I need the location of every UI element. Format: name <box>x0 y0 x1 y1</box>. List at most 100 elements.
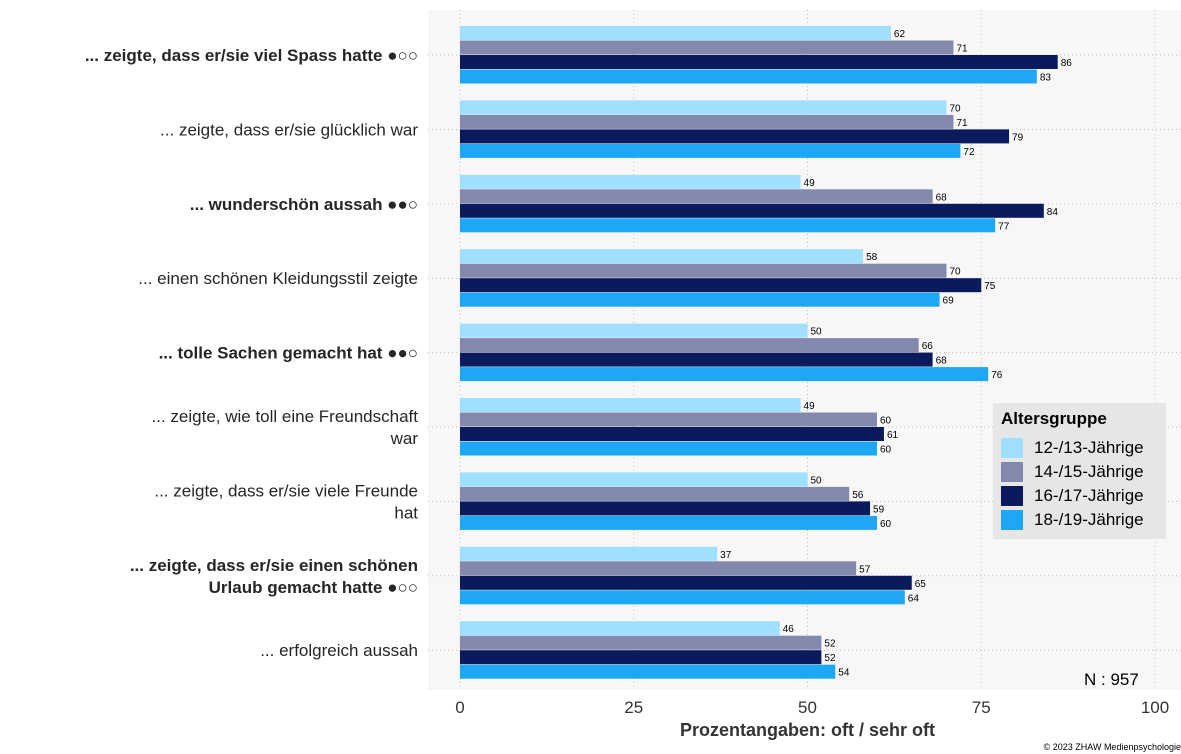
legend-swatch-16-17 <box>1001 486 1023 506</box>
x-tick-label-0: 0 <box>455 698 464 717</box>
bar-1-2 <box>460 129 1010 144</box>
legend-title: Altersgruppe <box>1001 409 1107 428</box>
legend-label-12-13: 12-/13-Jährige <box>1034 438 1144 457</box>
bar-6-3 <box>460 515 877 530</box>
data-label-1-0: 70 <box>950 103 962 114</box>
x-tick-label-100: 100 <box>1141 698 1169 717</box>
data-label-3-1: 70 <box>950 267 962 278</box>
bar-5-3 <box>460 441 877 456</box>
data-label-8-1: 52 <box>824 639 836 650</box>
category-label-line: war <box>390 429 419 448</box>
category-label-line: ... zeigte, dass er/sie einen schönen <box>130 556 418 575</box>
legend-item-14-15: 14-/15-Jährige <box>1001 462 1166 482</box>
category-label-7: ... zeigte, dass er/sie einen schönen Url… <box>130 556 418 597</box>
data-label-4-3: 76 <box>991 370 1003 381</box>
x-tick-label-50: 50 <box>798 698 817 717</box>
bar-5-2 <box>460 427 884 441</box>
category-label-3: ... einen schönen Kleidungsstil zeigte <box>138 269 418 288</box>
legend-label-18-19: 18-/19-Jährige <box>1034 510 1144 529</box>
bar-4-0 <box>460 323 808 338</box>
data-label-5-2: 61 <box>887 430 899 441</box>
sample-size-note: N : 957 <box>1084 670 1139 689</box>
data-label-0-1: 71 <box>956 44 968 55</box>
data-label-2-3: 77 <box>998 221 1010 232</box>
bar-8-3 <box>460 664 836 679</box>
bar-6-1 <box>460 486 850 501</box>
category-label-line: ... zeigte, dass er/sie viel Spass hatte… <box>85 46 418 65</box>
bar-2-3 <box>460 218 996 233</box>
data-label-6-0: 50 <box>811 475 823 486</box>
data-label-3-2: 75 <box>984 281 996 292</box>
legend-swatch-18-19 <box>1001 510 1023 530</box>
category-label-line: ... tolle Sachen gemacht hat ●●○ <box>159 344 418 363</box>
data-label-4-1: 66 <box>922 341 934 352</box>
data-label-6-1: 56 <box>852 490 864 501</box>
data-label-3-0: 58 <box>866 252 878 263</box>
x-axis-title: Prozentangaben: oft / sehr oft <box>680 720 935 740</box>
bar-0-1 <box>460 40 954 55</box>
bar-7-3 <box>460 590 905 605</box>
x-tick-label-25: 25 <box>624 698 643 717</box>
bar-3-3 <box>460 292 940 307</box>
bar-1-1 <box>460 114 954 129</box>
bar-5-1 <box>460 412 877 427</box>
legend-label-16-17: 16-/17-Jährige <box>1034 486 1144 505</box>
category-label-line: ... zeigte, wie toll eine Freundschaft <box>152 407 419 426</box>
bar-3-2 <box>460 278 982 293</box>
bar-3-0 <box>460 249 864 264</box>
legend-item-16-17: 16-/17-Jährige <box>1001 486 1166 506</box>
category-label-line: ... erfolgreich aussah <box>260 641 418 660</box>
bar-0-2 <box>460 55 1058 69</box>
legend-item-18-19: 18-/19-Jährige <box>1001 510 1166 530</box>
data-label-8-3: 54 <box>838 668 850 679</box>
bar-2-1 <box>460 189 933 204</box>
bar-0-0 <box>460 26 891 40</box>
bar-5-0 <box>460 398 801 412</box>
bar-8-2 <box>460 650 822 665</box>
bar-0-3 <box>460 69 1037 84</box>
data-label-5-0: 49 <box>804 401 816 412</box>
copyright-note: © 2023 ZHAW Medienpsychologie <box>1043 742 1181 752</box>
bar-1-0 <box>460 100 947 115</box>
legend-swatch-14-15 <box>1001 462 1023 482</box>
category-label-line: ... zeigte, dass er/sie glücklich war <box>160 120 418 139</box>
data-label-4-0: 50 <box>811 327 823 338</box>
data-label-8-0: 46 <box>783 624 795 635</box>
x-tick-label-75: 75 <box>972 698 991 717</box>
data-label-5-1: 60 <box>880 416 892 427</box>
category-label-2: ... wunderschön aussah ●●○ <box>190 195 418 214</box>
category-label-line: Urlaub gemacht hatte ●○○ <box>209 578 418 597</box>
bar-2-2 <box>460 203 1044 218</box>
category-label-4: ... tolle Sachen gemacht hat ●●○ <box>159 344 418 363</box>
category-label-6: ... zeigte, dass er/sie viele Freunde hat <box>154 481 418 522</box>
category-label-line: ... zeigte, dass er/sie viele Freunde <box>154 481 418 500</box>
bar-7-2 <box>460 575 912 590</box>
category-label-line: hat <box>394 503 418 522</box>
data-label-7-0: 37 <box>720 550 732 561</box>
data-label-6-3: 60 <box>880 519 892 530</box>
data-label-6-2: 59 <box>873 504 885 515</box>
bar-4-3 <box>460 367 989 382</box>
category-label-8: ... erfolgreich aussah <box>260 641 418 660</box>
data-label-1-3: 72 <box>963 147 975 158</box>
bar-1-3 <box>460 143 961 158</box>
bar-2-0 <box>460 174 801 189</box>
legend: Altersgruppe 12-/13-Jährige 14-/15-Jähri… <box>993 403 1166 539</box>
category-label-5: ... zeigte, wie toll eine Freundschaft wa… <box>152 407 419 448</box>
data-label-2-2: 84 <box>1047 207 1059 218</box>
data-label-1-1: 71 <box>956 118 968 129</box>
category-label-line: ... einen schönen Kleidungsstil zeigte <box>138 269 418 288</box>
bar-7-0 <box>460 546 718 561</box>
bar-4-1 <box>460 338 919 353</box>
data-label-0-3: 83 <box>1040 73 1052 84</box>
data-label-3-3: 69 <box>943 296 955 307</box>
data-label-0-2: 86 <box>1061 58 1073 69</box>
data-label-2-1: 68 <box>936 192 948 203</box>
category-label-1: ... zeigte, dass er/sie glücklich war <box>160 120 418 139</box>
bar-6-2 <box>460 501 871 516</box>
data-label-8-2: 52 <box>824 653 836 664</box>
data-label-7-3: 64 <box>908 593 920 604</box>
data-label-7-2: 65 <box>915 579 927 590</box>
